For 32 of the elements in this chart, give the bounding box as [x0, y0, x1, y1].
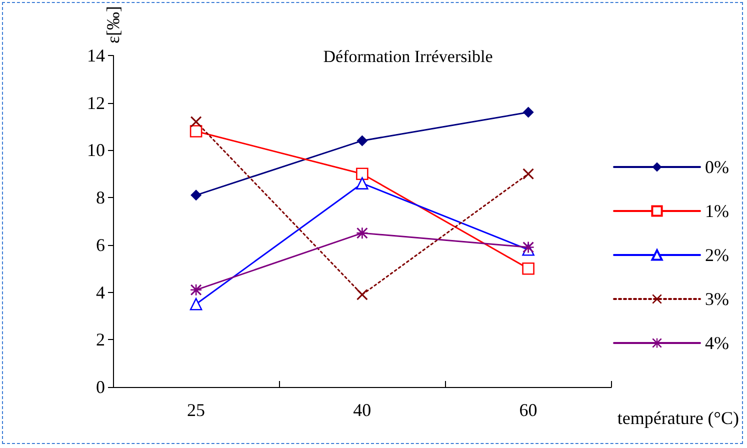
point: [522, 262, 534, 275]
y-tick-label: 8: [96, 188, 105, 208]
y-axis-title: ε[‰]: [103, 6, 123, 44]
legend-label: 2%: [705, 245, 730, 265]
point: [522, 168, 534, 180]
legend-label: 0%: [705, 157, 730, 177]
point: [356, 289, 368, 300]
y-tick-label: 2: [96, 330, 105, 350]
legend-label: 3%: [705, 289, 730, 309]
y-tick-label: 0: [96, 377, 105, 397]
point: [190, 190, 202, 201]
point: [190, 125, 202, 138]
x-tick-label: 60: [519, 400, 538, 420]
legend-label: 4%: [705, 333, 730, 353]
x-axis-title: température (°C): [617, 408, 740, 428]
x-tick-label: 25: [187, 400, 206, 420]
y-tick-label: 12: [87, 92, 105, 113]
y-tick-label: 14: [87, 45, 105, 66]
point: [522, 242, 534, 253]
point: [190, 298, 202, 310]
point: [522, 106, 534, 118]
point: [356, 135, 368, 146]
chart-title: Déformation Irréversible: [323, 47, 493, 66]
point: [356, 177, 368, 190]
y-tick-label: 6: [96, 234, 105, 255]
y-tick-label: 10: [87, 140, 105, 160]
point: [190, 116, 202, 128]
point: [356, 168, 368, 180]
point: [190, 284, 202, 296]
legend-label: 1%: [705, 201, 730, 221]
x-tick-label: 40: [353, 400, 372, 420]
y-tick-label: 4: [96, 282, 105, 302]
